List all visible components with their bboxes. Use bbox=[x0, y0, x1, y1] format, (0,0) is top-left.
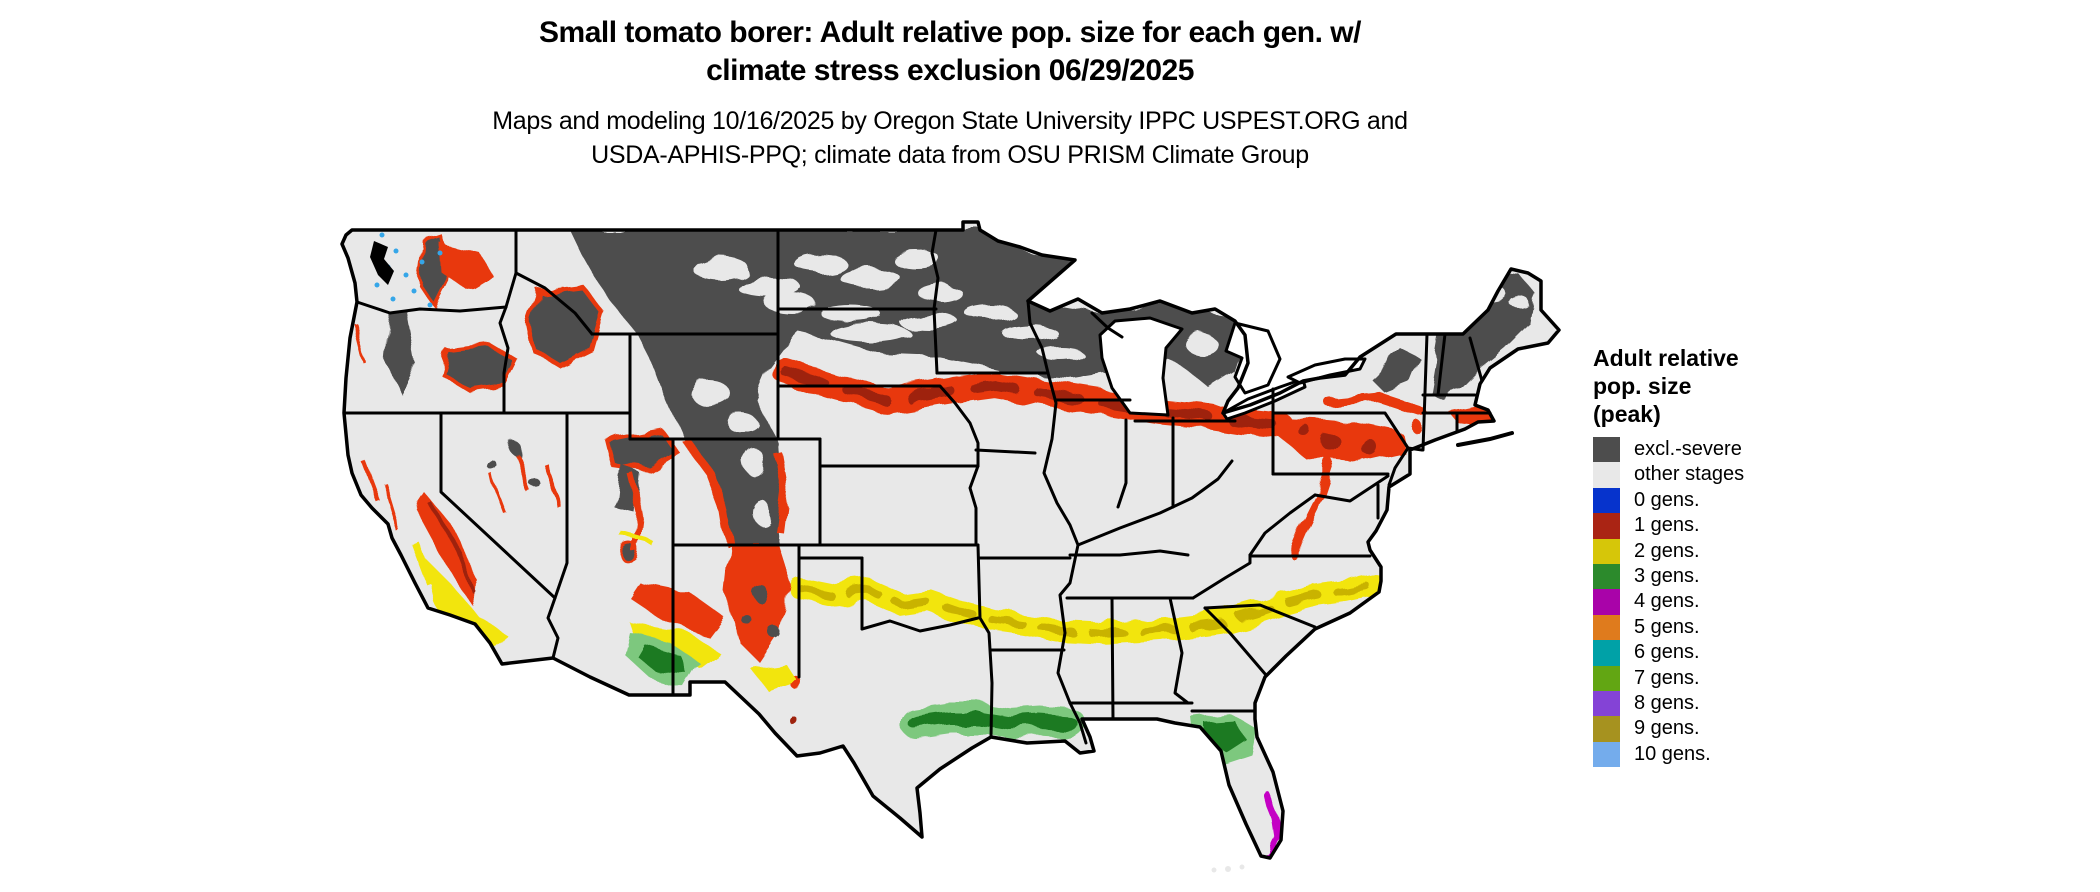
us-map-svg bbox=[340, 220, 1561, 873]
florida-keys bbox=[1211, 867, 1217, 873]
legend-item: 1 gens. bbox=[1593, 513, 1853, 539]
map-title-line2: climate stress exclusion 06/29/2025 bbox=[706, 54, 1194, 87]
legend-label: other stages bbox=[1634, 463, 1745, 486]
excluded-mottling bbox=[690, 249, 1216, 525]
legend-item: 8 gens. bbox=[1593, 690, 1853, 717]
legend-item: excl.-severe bbox=[1593, 437, 1853, 463]
generation-regions bbox=[353, 230, 1540, 858]
legend-swatch bbox=[1593, 538, 1620, 564]
map-specks-washington bbox=[374, 232, 443, 308]
map-region-2gen-band bbox=[411, 530, 1386, 693]
legend: Adult relative pop. size (peak) excl.-se… bbox=[1593, 344, 1853, 768]
legend-label: 6 gens. bbox=[1634, 641, 1700, 664]
legend-label: 3 gens. bbox=[1634, 564, 1700, 587]
legend-label: 8 gens. bbox=[1634, 691, 1700, 714]
conus-outline bbox=[340, 220, 1561, 860]
legend-title: Adult relative pop. size (peak) bbox=[1593, 344, 1853, 428]
legend-swatch bbox=[1593, 690, 1620, 717]
legend-item: 10 gens. bbox=[1593, 741, 1853, 768]
florida-keys bbox=[1239, 864, 1245, 870]
legend-swatch bbox=[1593, 589, 1620, 615]
legend-label: 2 gens. bbox=[1634, 539, 1700, 562]
legend-item: other stages bbox=[1593, 462, 1853, 488]
map-title-line1: Small tomato borer: Adult relative pop. … bbox=[539, 16, 1361, 49]
great-lakes bbox=[1098, 316, 1367, 421]
legend-item: 5 gens. bbox=[1593, 614, 1853, 641]
legend-swatch bbox=[1593, 716, 1620, 742]
legend-label: 5 gens. bbox=[1634, 615, 1700, 638]
legend-label: 1 gens. bbox=[1634, 514, 1700, 537]
map-region-3gen bbox=[625, 633, 1255, 763]
legend-title-line2: pop. size bbox=[1593, 373, 1692, 399]
legend-swatch bbox=[1593, 741, 1620, 768]
legend-label: 0 gens. bbox=[1634, 488, 1700, 511]
puget-sound bbox=[370, 241, 394, 285]
legend-title-line3: (peak) bbox=[1593, 401, 1661, 427]
legend-title-line1: Adult relative bbox=[1593, 345, 1739, 371]
legend-item: 4 gens. bbox=[1593, 589, 1853, 615]
map-subtitle: Maps and modeling 10/16/2025 by Oregon S… bbox=[0, 104, 1900, 172]
coast-decor bbox=[370, 241, 1514, 873]
legend-swatch bbox=[1593, 640, 1620, 666]
legend-swatch bbox=[1593, 437, 1620, 463]
legend-label: 9 gens. bbox=[1634, 717, 1700, 740]
legend-swatch bbox=[1593, 665, 1620, 691]
map-subtitle-line1: Maps and modeling 10/16/2025 by Oregon S… bbox=[492, 107, 1408, 135]
legend-label: excl.-severe bbox=[1634, 438, 1742, 460]
legend-items: excl.-severe other stages 0 gens. 1 gens. 2 … bbox=[1593, 437, 1853, 768]
lake-michigan bbox=[1098, 316, 1184, 417]
legend-item: 0 gens. bbox=[1593, 487, 1853, 514]
state-borders bbox=[344, 228, 1492, 745]
lake-huron bbox=[1224, 321, 1282, 395]
legend-label: 4 gens. bbox=[1634, 590, 1700, 613]
legend-item: 9 gens. bbox=[1593, 716, 1853, 742]
legend-swatch bbox=[1593, 487, 1620, 514]
legend-item: 3 gens. bbox=[1593, 563, 1853, 590]
legend-item: 6 gens. bbox=[1593, 640, 1853, 666]
long-island bbox=[1456, 431, 1514, 447]
map-region-1gen-west bbox=[353, 243, 804, 723]
legend-swatch bbox=[1593, 614, 1620, 641]
legend-swatch bbox=[1593, 563, 1620, 590]
legend-swatch bbox=[1593, 513, 1620, 539]
legend-label: 7 gens. bbox=[1634, 666, 1700, 689]
legend-swatch bbox=[1593, 462, 1620, 488]
header: Small tomato borer: Adult relative pop. … bbox=[0, 14, 1900, 172]
florida-keys bbox=[1225, 866, 1231, 872]
map-region-excluded-north bbox=[570, 230, 1245, 545]
us-map bbox=[330, 163, 1570, 892]
map-subtitle-line2: USDA-APHIS-PPQ; climate data from OSU PR… bbox=[591, 141, 1309, 169]
legend-item: 2 gens. bbox=[1593, 538, 1853, 564]
legend-label: 10 gens. bbox=[1634, 742, 1711, 765]
legend-item: 7 gens. bbox=[1593, 665, 1853, 691]
